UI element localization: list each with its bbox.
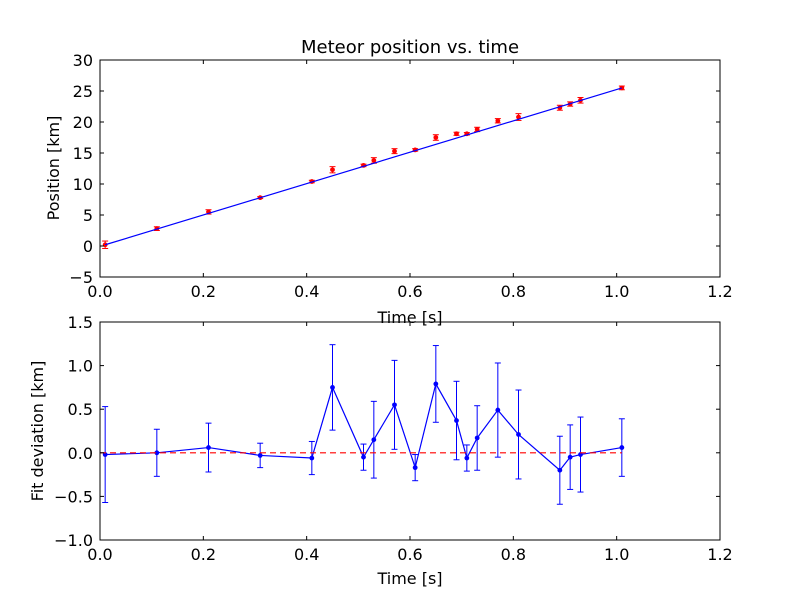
- data-point: [371, 437, 377, 443]
- x-tick-label: 1.0: [604, 545, 629, 564]
- data-point: [412, 465, 418, 471]
- y-tick-label: 0: [83, 237, 93, 256]
- deviation-chart: 0.0 0.2 0.4 0.6 0.8 1.0 1.2 −1.0 −0.5 0.0 0.5 1.0 1.…: [28, 313, 733, 588]
- x-tick-label: 0.4: [294, 282, 319, 301]
- data-point: [454, 131, 459, 137]
- data-point: [433, 381, 439, 387]
- position-chart: Meteor position vs. time 0.0 0.2 0.4 0.6 0.8…: [44, 37, 733, 327]
- position-chart-ticks: 0.0 0.2 0.4 0.6 0.8 1.0 1.2 −5 0 5 10 15 20 25 30: [69, 51, 732, 301]
- x-tick-label: 0.0: [87, 282, 112, 301]
- y-tick-label: 5: [83, 206, 93, 225]
- x-tick-label: 0.4: [294, 545, 319, 564]
- y-axis-label: Position [km]: [44, 116, 63, 221]
- data-point: [619, 445, 625, 450]
- data-point: [474, 127, 480, 132]
- x-tick-label: 0.8: [501, 282, 526, 301]
- data-point: [361, 454, 366, 460]
- data-point: [330, 385, 335, 390]
- data-point: [154, 450, 160, 456]
- data-point: [474, 435, 480, 441]
- x-tick-label: 0.2: [191, 282, 216, 301]
- data-point: [557, 467, 563, 473]
- data-point: [464, 455, 470, 461]
- data-point: [371, 158, 377, 163]
- data-point: [495, 407, 501, 413]
- data-point: [206, 445, 211, 450]
- y-axis-label: Fit deviation [km]: [28, 361, 47, 502]
- data-point: [516, 114, 521, 120]
- fit-line: [104, 87, 623, 246]
- y-tick-label: 20: [73, 113, 93, 132]
- x-tick-label: 0.2: [191, 545, 216, 564]
- y-tick-label: 0.0: [68, 444, 93, 463]
- y-tick-label: −1.0: [54, 531, 93, 550]
- y-tick-label: −0.5: [54, 487, 93, 506]
- y-tick-label: 15: [73, 144, 93, 163]
- x-tick-label: 1.2: [707, 545, 732, 564]
- x-tick-label: 1.0: [604, 282, 629, 301]
- y-tick-label: 25: [73, 82, 93, 101]
- y-tick-label: 1.5: [68, 313, 93, 332]
- deviation-line: [105, 382, 622, 472]
- position-chart-marks: [102, 85, 625, 249]
- deviation-chart-ticks: 0.0 0.2 0.4 0.6 0.8 1.0 1.2 −1.0 −0.5 0.0 0.5 1.0 1.…: [54, 313, 733, 564]
- data-point: [392, 148, 397, 154]
- data-point: [516, 432, 521, 437]
- data-point: [567, 454, 573, 460]
- y-tick-label: 1.0: [68, 357, 93, 376]
- data-point: [330, 167, 335, 173]
- data-point: [454, 418, 459, 423]
- y-tick-label: 30: [73, 51, 93, 70]
- data-point: [257, 453, 263, 458]
- y-tick-label: 0.5: [68, 400, 93, 419]
- data-point: [433, 135, 439, 140]
- y-tick-label: −5: [69, 268, 93, 287]
- x-axis-label: Time [s]: [376, 569, 442, 588]
- chart-title: Meteor position vs. time: [301, 37, 519, 58]
- data-point: [309, 455, 315, 461]
- data-point: [392, 402, 397, 408]
- x-tick-label: 1.2: [707, 282, 732, 301]
- x-tick-label: 0.8: [501, 545, 526, 564]
- y-tick-label: 10: [73, 175, 93, 194]
- data-point: [495, 118, 501, 124]
- x-tick-label: 0.6: [397, 545, 422, 564]
- deviation-chart-marks: [100, 344, 625, 505]
- x-tick-label: 0.0: [87, 545, 112, 564]
- x-tick-label: 0.6: [397, 282, 422, 301]
